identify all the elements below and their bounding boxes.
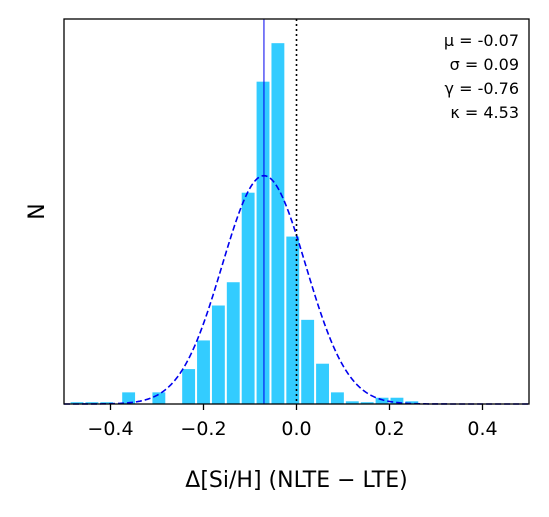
histogram-bar (375, 397, 389, 404)
histogram-bar (85, 402, 99, 404)
histogram-bar (390, 397, 404, 404)
histogram-bar (241, 192, 255, 404)
histogram-bar (405, 401, 419, 404)
y-axis-label: N (25, 203, 50, 219)
histogram-bar (256, 81, 270, 405)
x-tick-label: 0.0 (281, 418, 311, 440)
histogram-bar (330, 392, 344, 404)
x-tick-label: 0.2 (374, 418, 404, 440)
histogram-bar (360, 402, 374, 404)
x-tick-label: −0.2 (180, 418, 226, 440)
stat-annotation: γ = -0.76 (445, 79, 519, 98)
histogram-bar (345, 401, 359, 404)
x-tick-label: 0.4 (467, 418, 497, 440)
histogram-bar (122, 392, 136, 404)
x-axis-ticks: −0.4 −0.2 0.0 0.2 0.4 (87, 404, 498, 440)
histogram-bar (182, 369, 196, 404)
histogram-bar (286, 236, 300, 404)
histogram-bar (70, 402, 84, 404)
stats-annotations: μ = -0.07 σ = 0.09 γ = -0.76 κ = 4.53 (444, 31, 519, 122)
histogram-bar (211, 305, 225, 404)
histogram-bar (100, 402, 114, 404)
histogram-bar (301, 319, 315, 404)
x-axis-label: Δ[Si/H] (NLTE − LTE) (185, 468, 407, 493)
histogram-bar (316, 363, 329, 404)
histogram-bar (271, 43, 285, 405)
bars-group (70, 43, 419, 405)
stat-annotation: σ = 0.09 (450, 55, 519, 74)
histogram-bar (152, 392, 166, 404)
histogram-bar (226, 282, 240, 404)
x-tick-label: −0.4 (87, 418, 133, 440)
stat-annotation: κ = 4.53 (450, 103, 519, 122)
histogram-bar (197, 340, 210, 404)
stat-annotation: μ = -0.07 (444, 31, 519, 50)
